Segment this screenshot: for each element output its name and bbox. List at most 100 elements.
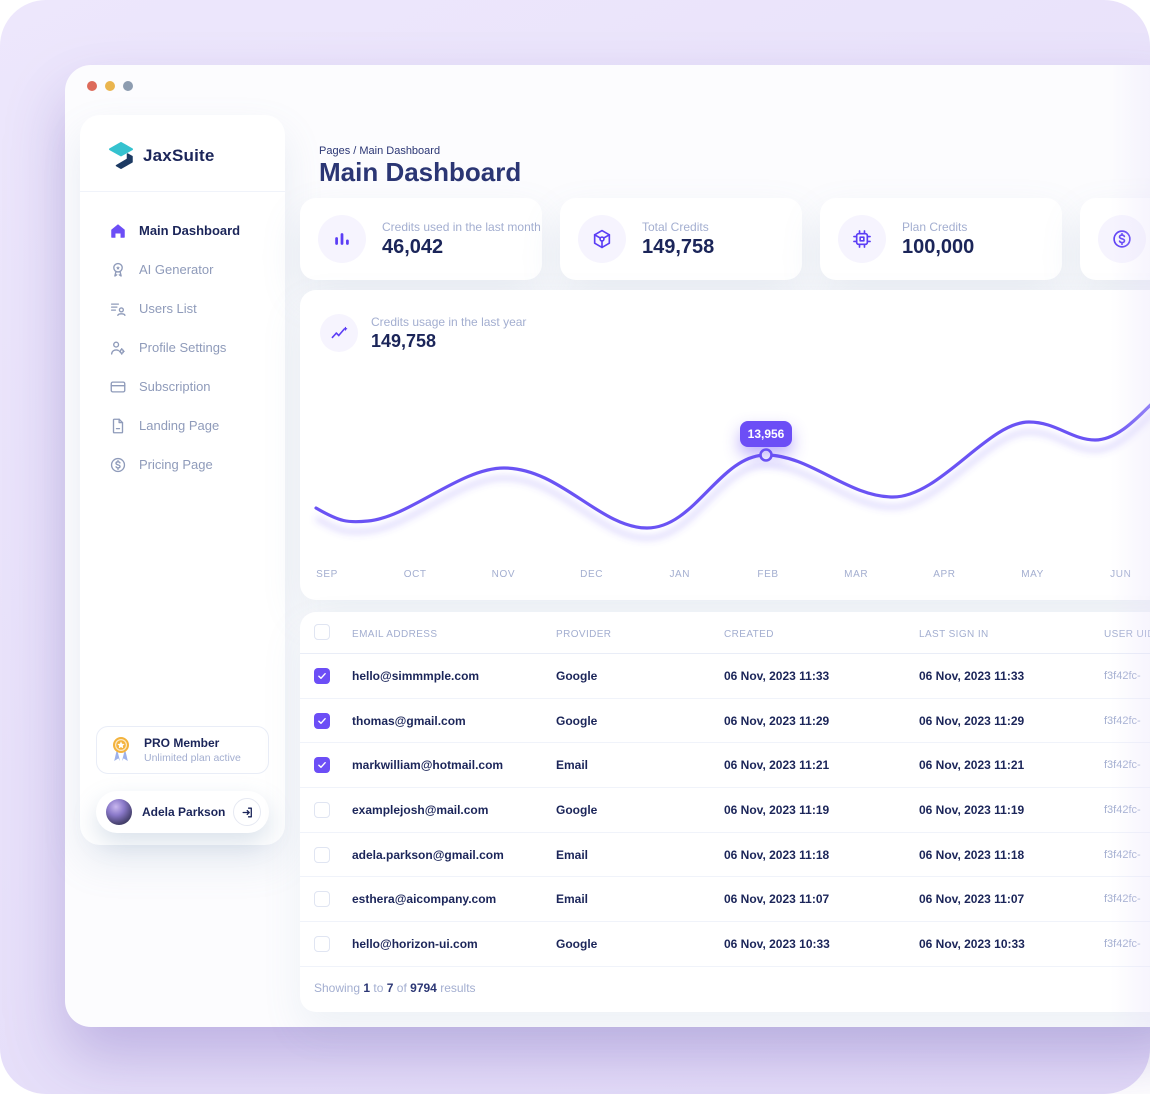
cell-email: examplejosh@mail.com xyxy=(352,802,489,817)
cell-last-sign-in: 06 Nov, 2023 11:07 xyxy=(919,892,1025,907)
page-title: Main Dashboard xyxy=(319,157,522,187)
profile-card[interactable]: Adela Parkson xyxy=(96,791,269,833)
sidebar-item-pricing-page[interactable]: Pricing Page xyxy=(80,445,285,484)
row-checkbox[interactable] xyxy=(314,891,330,908)
month-label-dec: DEC xyxy=(580,569,604,580)
table-row[interactable]: adela.parkson@gmail.com Email 06 Nov, 2023… xyxy=(300,833,1150,878)
close-window-icon[interactable] xyxy=(87,81,97,91)
column-header-provider: PROVIDER xyxy=(556,629,612,640)
minimize-window-icon[interactable] xyxy=(105,81,115,91)
sidebar-nav: Main Dashboard AI Generator Users List Prof… xyxy=(80,211,285,484)
dollar-circle-icon xyxy=(109,456,127,474)
cell-last-sign-in: 06 Nov, 2023 11:33 xyxy=(919,668,1025,683)
cell-user-uid: f3f42fc- xyxy=(1104,759,1141,772)
cell-email: esthera@aicompany.com xyxy=(352,892,497,907)
cell-provider: Email xyxy=(556,892,589,907)
stat-label: Plan Credits xyxy=(902,219,968,234)
month-label-apr: APR xyxy=(933,569,956,580)
select-all-checkbox[interactable] xyxy=(314,624,330,640)
cell-provider: Email xyxy=(556,847,589,862)
sidebar-item-profile-settings[interactable]: Profile Settings xyxy=(80,328,285,367)
month-label-jun: JUN xyxy=(1110,569,1132,580)
cell-last-sign-in: 06 Nov, 2023 11:19 xyxy=(919,802,1025,817)
cell-created: 06 Nov, 2023 11:21 xyxy=(724,758,830,773)
cell-provider: Google xyxy=(556,713,598,728)
logout-button[interactable] xyxy=(233,798,261,826)
cell-last-sign-in: 06 Nov, 2023 11:21 xyxy=(919,758,1025,773)
cell-created: 06 Nov, 2023 11:29 xyxy=(724,713,830,728)
maximize-window-icon[interactable] xyxy=(123,81,133,91)
cell-user-uid: f3f42fc- xyxy=(1104,937,1141,950)
main-content: Pages / Main Dashboard Main Dashboard Cr… xyxy=(300,65,1150,1027)
sidebar-item-label: Main Dashboard xyxy=(139,223,241,238)
cell-last-sign-in: 06 Nov, 2023 10:33 xyxy=(919,936,1025,951)
cell-provider: Google xyxy=(556,668,598,683)
sidebar: JaxSuite Main Dashboard AI Generator Users… xyxy=(80,115,285,845)
month-label-nov: NOV xyxy=(491,569,516,580)
sidebar-item-ai-generator[interactable]: AI Generator xyxy=(80,250,285,289)
cell-created: 06 Nov, 2023 11:07 xyxy=(724,892,830,907)
sidebar-item-label: AI Generator xyxy=(139,262,214,277)
table-row[interactable]: markwilliam@hotmail.com Email 06 Nov, 2023… xyxy=(300,743,1150,789)
credits-line-chart xyxy=(314,403,1150,541)
cell-user-uid: f3f42fc- xyxy=(1104,848,1141,861)
cell-user-uid: f3f42fc- xyxy=(1104,669,1141,682)
breadcrumb: Pages / Main Dashboard xyxy=(319,145,441,157)
table-row[interactable]: esthera@aicompany.com Email 06 Nov, 2023 1… xyxy=(300,877,1150,923)
table-row[interactable]: thomas@gmail.com Google 06 Nov, 2023 11:29… xyxy=(300,699,1150,744)
stat-card-plan-credits: Plan Credits 100,000 xyxy=(820,198,1062,280)
column-header-user-uid: USER UID xyxy=(1104,629,1150,640)
table-row[interactable]: hello@simmmple.com Google 06 Nov, 2023 11:… xyxy=(300,654,1150,699)
sidebar-item-landing-page[interactable]: Landing Page xyxy=(80,406,285,445)
sidebar-item-subscription[interactable]: Subscription xyxy=(80,367,285,406)
stat-label: Total Credits xyxy=(642,219,709,234)
chart-card: Credits usage in the last year 149,758 1… xyxy=(300,290,1150,600)
cell-created: 06 Nov, 2023 11:19 xyxy=(724,802,830,817)
sidebar-item-main-dashboard[interactable]: Main Dashboard xyxy=(80,211,285,250)
chart-line-shadow xyxy=(314,412,1150,541)
row-checkbox[interactable] xyxy=(314,757,330,774)
cell-last-sign-in: 06 Nov, 2023 11:29 xyxy=(919,713,1025,728)
results-summary: Showing 1 to 7 of 9794 results xyxy=(314,981,476,995)
table-header-row: EMAIL ADDRESS PROVIDER CREATED LAST SIGN IN… xyxy=(300,612,1150,654)
column-header-created: CREATED xyxy=(724,629,774,640)
profile-name: Adela Parkson xyxy=(142,805,226,819)
stat-card-credits-used-in-the-last-month: Credits used in the last month 46,042 xyxy=(300,198,542,280)
row-checkbox[interactable] xyxy=(314,935,330,952)
users-list-icon xyxy=(109,300,127,318)
medal-ribbon-icon xyxy=(113,737,129,761)
month-label-may: MAY xyxy=(1021,569,1044,580)
stat-label: Credits used in the last month xyxy=(382,219,541,234)
bar-chart-icon xyxy=(318,215,366,263)
chart-header: Credits usage in the last year 149,758 xyxy=(320,314,526,352)
sidebar-item-label: Pricing Page xyxy=(139,457,213,472)
stat-card-total-credits: Total Credits 149,758 xyxy=(560,198,802,280)
pro-member-card: PRO Member Unlimited plan active xyxy=(96,726,269,774)
sidebar-item-label: Users List xyxy=(139,301,197,316)
chart-line xyxy=(314,403,1150,530)
months-axis: SEP OCT NOV DEC JAN FEB MAR APR MAY JUN xyxy=(300,569,1150,583)
table-row[interactable]: examplejosh@mail.com Google 06 Nov, 2023 1… xyxy=(300,788,1150,833)
cell-email: adela.parkson@gmail.com xyxy=(352,847,504,862)
table-row[interactable]: hello@horizon-ui.com Google 06 Nov, 2023 1… xyxy=(300,922,1150,967)
stat-cards-row: Credits used in the last month 46,042 Tota… xyxy=(300,198,1150,280)
home-icon xyxy=(109,222,127,240)
cell-provider: Email xyxy=(556,758,589,773)
cell-email: hello@simmmple.com xyxy=(352,668,480,683)
month-label-mar: MAR xyxy=(844,569,869,580)
row-checkbox[interactable] xyxy=(314,846,330,863)
document-icon xyxy=(109,417,127,435)
app-window: JaxSuite Main Dashboard AI Generator Users… xyxy=(65,65,1150,1027)
month-label-jan: JAN xyxy=(669,569,691,580)
row-checkbox[interactable] xyxy=(314,801,330,818)
sidebar-item-label: Landing Page xyxy=(139,418,220,433)
chart-total: 149,758 xyxy=(371,330,437,351)
pro-member-title: PRO Member xyxy=(144,736,220,750)
stat-card-3 xyxy=(1080,198,1150,280)
cell-user-uid: f3f42fc- xyxy=(1104,893,1141,906)
sidebar-item-users-list[interactable]: Users List xyxy=(80,289,285,328)
trend-up-icon xyxy=(320,314,358,352)
row-checkbox[interactable] xyxy=(314,712,330,729)
row-checkbox[interactable] xyxy=(314,667,330,684)
